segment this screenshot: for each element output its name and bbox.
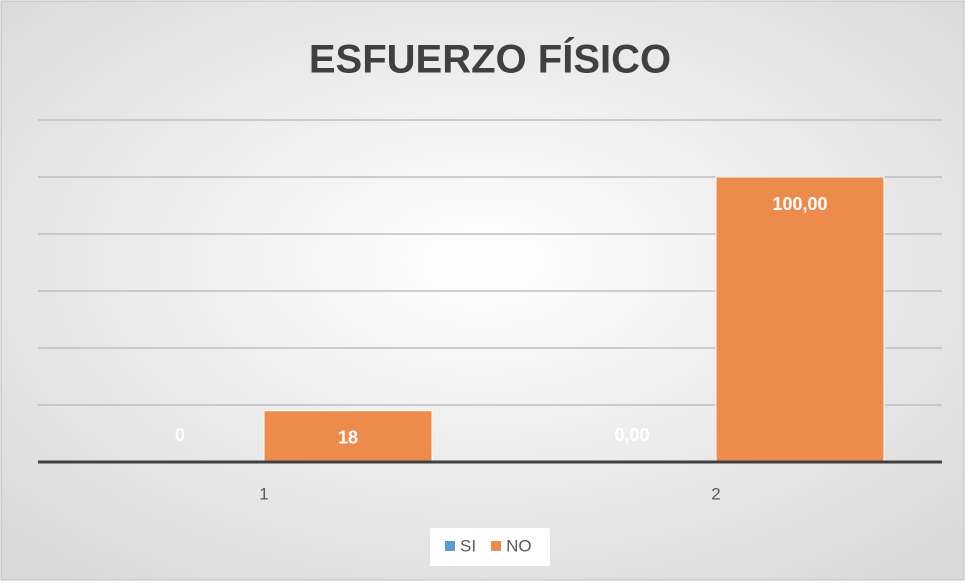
bar (263, 410, 433, 463)
data-label: 100,00 (772, 194, 827, 214)
chart-title: ESFUERZO FÍSICO (309, 37, 671, 82)
legend-label: SI (460, 536, 476, 555)
legend-label: NO (506, 536, 532, 555)
x-tick-label: 2 (711, 484, 720, 503)
legend-swatch (491, 541, 502, 551)
bar (715, 176, 885, 463)
x-tick-label: 1 (259, 484, 268, 503)
data-label: 18 (338, 427, 358, 447)
data-label: 0,00 (614, 425, 649, 445)
legend-swatch (445, 541, 455, 551)
data-label: 0 (175, 425, 185, 445)
